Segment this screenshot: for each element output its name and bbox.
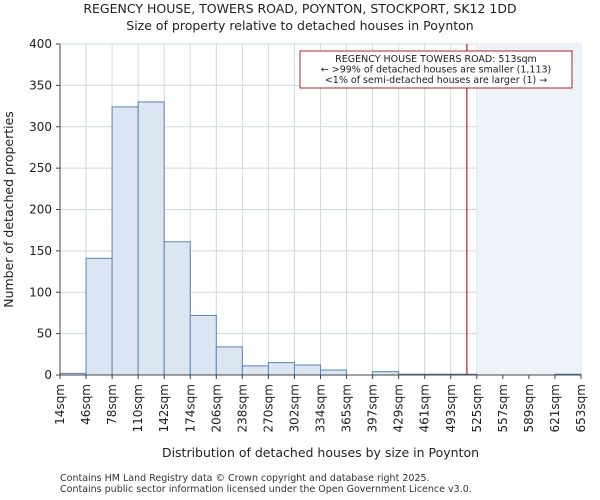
bar <box>111 106 139 376</box>
annotation-line: ← >99% of detached houses are smaller (1… <box>321 65 552 76</box>
x-tick-label: 493sqm <box>444 384 458 432</box>
bar <box>137 101 165 376</box>
x-tick-label: 557sqm <box>496 384 510 432</box>
x-tick-label: 78sqm <box>105 384 119 425</box>
y-tick-label: 0 <box>44 368 52 382</box>
bars <box>59 101 582 376</box>
x-tick-label: 461sqm <box>418 384 432 432</box>
bar <box>267 362 295 376</box>
x-tick-label: 365sqm <box>340 384 354 432</box>
y-tick-label: 50 <box>37 327 52 341</box>
x-tick-label: 174sqm <box>183 384 197 432</box>
y-axis-ticks: 0 50 100 150 200 250 300 350 400 <box>29 37 60 382</box>
bar <box>85 257 113 376</box>
x-axis-label: Distribution of detached houses by size … <box>162 445 479 460</box>
y-tick-label: 400 <box>29 37 52 51</box>
x-tick-label: 397sqm <box>366 384 380 432</box>
footer-copyright: Contains HM Land Registry data © Crown c… <box>60 473 430 484</box>
chart-title: REGENCY HOUSE, TOWERS ROAD, POYNTON, STO… <box>83 1 517 16</box>
bar <box>163 241 191 376</box>
y-tick-label: 100 <box>29 285 52 299</box>
y-tick-label: 300 <box>29 120 52 134</box>
x-tick-label: 270sqm <box>261 384 275 432</box>
x-tick-label: 206sqm <box>209 384 223 432</box>
bar <box>293 364 322 376</box>
annotation-line: <1% of semi-detached houses are larger (… <box>325 75 547 86</box>
y-axis-label: Number of detached properties <box>1 111 16 308</box>
x-tick-label: 429sqm <box>392 384 406 432</box>
x-tick-label: 46sqm <box>79 384 93 425</box>
y-tick-label: 250 <box>29 161 52 175</box>
x-tick-label: 653sqm <box>574 384 588 432</box>
bar <box>215 346 243 376</box>
x-tick-label: 302sqm <box>287 384 301 432</box>
x-tick-label: 334sqm <box>314 384 328 432</box>
annotation-box: REGENCY HOUSE TOWERS ROAD: 513sqm← >99% … <box>299 50 573 89</box>
bar <box>320 369 348 376</box>
x-axis-ticks: 14sqm 46sqm 78sqm 110sqm 142sqm 174sqm 206sqm 2… <box>53 375 588 432</box>
y-tick-label: 200 <box>29 203 52 217</box>
annotation-line: REGENCY HOUSE TOWERS ROAD: 513sqm <box>335 54 537 65</box>
bar <box>189 314 217 376</box>
chart-subtitle: Size of property relative to detached ho… <box>126 18 474 33</box>
x-tick-label: 589sqm <box>522 384 536 432</box>
y-tick-label: 350 <box>29 78 52 92</box>
x-tick-label: 525sqm <box>470 384 484 432</box>
x-tick-label: 110sqm <box>131 384 145 432</box>
x-tick-label: 14sqm <box>53 384 67 425</box>
footer-licence: Contains public sector information licen… <box>60 484 472 495</box>
highlight-region <box>476 44 581 375</box>
x-tick-label: 142sqm <box>157 384 171 432</box>
bar <box>241 365 269 376</box>
x-tick-label: 238sqm <box>235 384 249 432</box>
annotation-frame <box>299 50 573 89</box>
x-tick-label: 621sqm <box>548 384 562 432</box>
y-tick-label: 150 <box>29 244 52 258</box>
